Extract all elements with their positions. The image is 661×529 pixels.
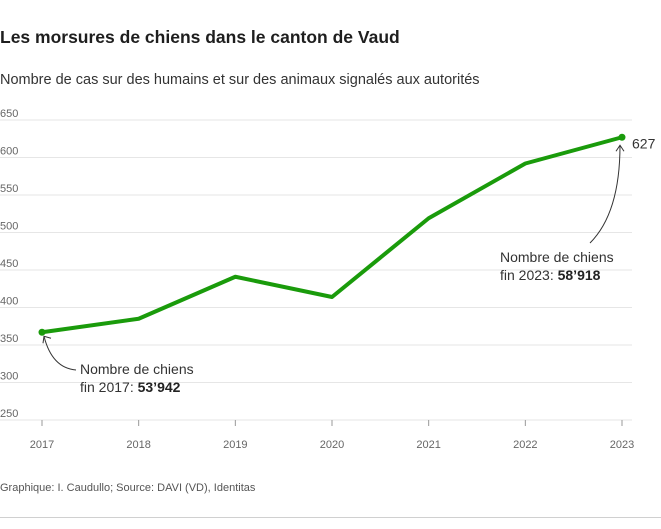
annotation-2023-line1: Nombre de chiens: [500, 249, 614, 265]
y-tick-label: 550: [0, 183, 18, 195]
x-axis-ticks: 2017 2018 2019 2020 2021 2022 2023: [30, 420, 634, 451]
x-tick-label: 2019: [223, 439, 247, 451]
chart-title: Les morsures de chiens dans le canton de…: [0, 27, 400, 47]
data-point-2023: [618, 133, 626, 141]
bottom-divider: [0, 517, 661, 518]
annotation-2023-line2: fin 2023: 58’918: [500, 267, 601, 283]
end-value-label: 627: [632, 135, 656, 151]
annotation-2017-line1: Nombre de chiens: [80, 361, 194, 377]
y-tick-label: 650: [0, 108, 18, 120]
line-chart: 650 600 550 500 450 400 350 300 250 2017 2018 2019…: [0, 108, 656, 451]
annotation-2017-value: 53’942: [138, 379, 181, 395]
source-credit: Graphique: I. Caudullo; Source: DAVI (VD…: [0, 482, 256, 494]
data-point-2017: [38, 328, 46, 336]
y-axis-ticks: 650 600 550 500 450 400 350 300 250: [0, 108, 18, 420]
x-tick-label: 2021: [416, 439, 440, 451]
x-tick-label: 2023: [610, 439, 634, 451]
grid-lines: [0, 119, 632, 421]
y-tick-label: 450: [0, 258, 18, 270]
y-tick-label: 300: [0, 371, 18, 383]
y-tick-label: 600: [0, 146, 18, 158]
chart-subtitle: Nombre de cas sur des humains et sur des…: [0, 72, 480, 88]
x-tick-label: 2020: [320, 439, 344, 451]
annotation-arrowhead-2017: [42, 335, 52, 344]
annotation-2023-value: 58’918: [558, 267, 601, 283]
x-tick-label: 2022: [513, 439, 537, 451]
series-line: [40, 135, 624, 335]
annotations: Nombre de chiens fin 2017: 53’942 Nombre…: [42, 144, 625, 395]
y-tick-label: 500: [0, 221, 18, 233]
x-tick-label: 2018: [126, 439, 150, 451]
annotation-arrow-2023: [589, 145, 621, 244]
annotation-2023: Nombre de chiens fin 2023: 58’918: [500, 144, 625, 283]
y-tick-label: 400: [0, 296, 18, 308]
annotation-arrow-2017: [43, 336, 77, 371]
annotation-2017: Nombre de chiens fin 2017: 53’942: [42, 335, 194, 395]
y-tick-label: 350: [0, 333, 18, 345]
annotation-2017-line2: fin 2017: 53’942: [80, 379, 181, 395]
series-layer: [38, 133, 626, 336]
y-tick-label: 250: [0, 408, 18, 420]
x-tick-label: 2017: [30, 439, 54, 451]
annotation-arrowhead-2023: [615, 144, 625, 152]
annotation-2023-prefix: fin 2023:: [500, 267, 558, 283]
annotation-2017-prefix: fin 2017:: [80, 379, 138, 395]
